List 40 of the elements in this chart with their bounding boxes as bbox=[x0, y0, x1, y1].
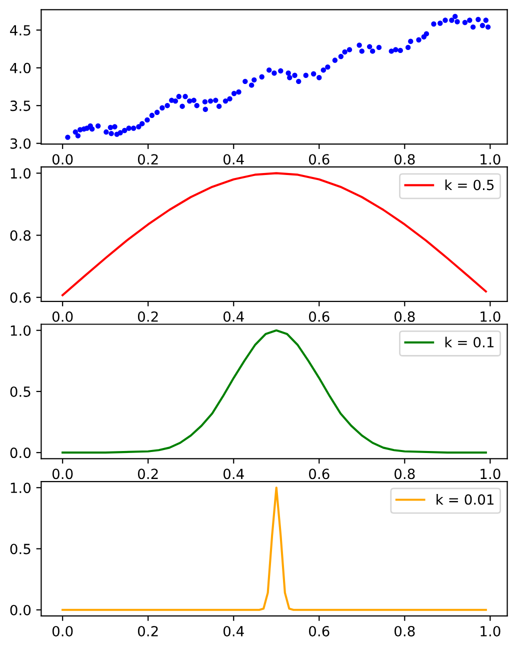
x-tick-label: 0.2 bbox=[138, 626, 158, 636]
x-tick-label: 0.8 bbox=[394, 311, 415, 322]
x-tick-label: 0.6 bbox=[309, 626, 330, 636]
y-tick-label: 0.6 bbox=[10, 292, 31, 303]
y-tick-label: 1.0 bbox=[10, 168, 31, 179]
x-tick-label: 0.2 bbox=[138, 154, 158, 165]
x-tick-label: 0.4 bbox=[223, 311, 244, 322]
x-tick-label: 0.6 bbox=[309, 311, 330, 322]
x-tick-label: 0.0 bbox=[52, 154, 73, 165]
x-tick-label: 0.4 bbox=[223, 154, 244, 165]
y-tick-label: 0.0 bbox=[10, 604, 31, 616]
x-tick-label: 0.8 bbox=[394, 154, 415, 165]
y-tick-label: 0.5 bbox=[10, 544, 30, 554]
legend-label: k = 0.1 bbox=[445, 336, 494, 348]
x-tick-label: 0.4 bbox=[223, 468, 244, 480]
x-tick-label: 1.0 bbox=[480, 311, 500, 322]
x-tick-label: 0.4 bbox=[223, 626, 244, 636]
x-tick-label: 0.6 bbox=[309, 468, 330, 480]
legend-label: k = 0.5 bbox=[445, 179, 494, 190]
legend-label: k = 0.01 bbox=[436, 494, 494, 505]
x-tick-label: 1.0 bbox=[480, 468, 500, 480]
x-tick-label: 1.0 bbox=[480, 626, 500, 636]
x-tick-label: 0.8 bbox=[394, 626, 415, 636]
x-tick-label: 0.2 bbox=[138, 311, 158, 322]
x-tick-label: 0.2 bbox=[138, 468, 158, 480]
x-tick-label: 0.6 bbox=[309, 154, 330, 165]
y-tick-label: 0.8 bbox=[10, 230, 31, 241]
y-tick-label: 3.0 bbox=[10, 138, 31, 149]
x-tick-label: 1.0 bbox=[480, 154, 500, 165]
y-tick-label: 1.0 bbox=[10, 325, 31, 336]
x-tick-label: 0.0 bbox=[52, 468, 73, 480]
y-tick-label: 3.5 bbox=[10, 100, 30, 112]
x-tick-label: 0.8 bbox=[394, 468, 415, 480]
x-tick-label: 0.0 bbox=[52, 626, 73, 636]
y-tick-label: 0.5 bbox=[10, 386, 30, 397]
y-tick-label: 4.5 bbox=[10, 25, 30, 36]
y-tick-label: 0.0 bbox=[10, 448, 31, 458]
x-tick-label: 0.0 bbox=[52, 311, 73, 322]
y-tick-label: 4.0 bbox=[10, 62, 31, 74]
y-tick-label: 1.0 bbox=[10, 482, 31, 494]
